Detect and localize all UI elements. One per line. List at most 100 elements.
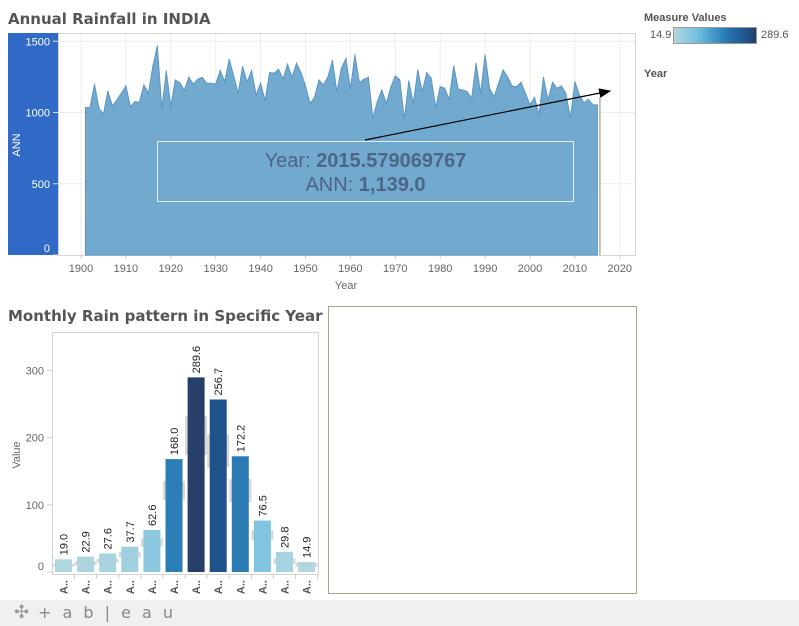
data-point bbox=[435, 106, 437, 108]
y-axis-title: Value bbox=[11, 441, 23, 468]
data-point bbox=[448, 98, 450, 100]
annual-chart-title: Annual Rainfall in INDIA bbox=[8, 10, 211, 28]
annotation-year-value: 2015.579069767 bbox=[316, 150, 467, 172]
data-point bbox=[102, 113, 105, 115]
y-tick-label: 100 bbox=[26, 500, 44, 512]
data-point bbox=[107, 90, 109, 92]
data-point bbox=[511, 85, 513, 87]
bar-value-label: 256.7 bbox=[213, 368, 225, 396]
data-point bbox=[111, 105, 114, 107]
data-point bbox=[277, 68, 280, 70]
data-point bbox=[430, 77, 432, 79]
data-point bbox=[592, 104, 594, 106]
data-point bbox=[282, 78, 284, 80]
data-point bbox=[340, 67, 343, 69]
bar bbox=[298, 561, 316, 572]
bar-value-label: 76.5 bbox=[257, 495, 269, 516]
data-point bbox=[336, 91, 338, 93]
data-point bbox=[587, 98, 589, 100]
bar bbox=[121, 546, 139, 572]
data-point bbox=[484, 54, 486, 56]
data-point bbox=[471, 97, 473, 99]
data-point bbox=[466, 91, 468, 93]
bar-value-label: 62.6 bbox=[147, 505, 159, 526]
data-point bbox=[453, 65, 455, 67]
bar bbox=[231, 456, 249, 572]
data-point bbox=[596, 104, 598, 106]
y-tick-label: 500 bbox=[32, 179, 50, 191]
data-point bbox=[224, 81, 226, 83]
y-tick-label: 1500 bbox=[26, 36, 50, 48]
y-axis-band bbox=[8, 33, 58, 255]
data-point bbox=[506, 76, 509, 78]
data-point bbox=[529, 104, 531, 106]
data-point bbox=[358, 82, 360, 84]
bar bbox=[165, 459, 183, 572]
data-point bbox=[542, 76, 545, 78]
data-point bbox=[439, 86, 441, 88]
x-tick-label: 1970 bbox=[383, 263, 407, 275]
data-point bbox=[268, 72, 271, 74]
data-point bbox=[273, 72, 275, 74]
data-point bbox=[84, 107, 87, 109]
y-tick-label: 300 bbox=[26, 365, 44, 377]
x-tick-label: A.. bbox=[257, 580, 269, 594]
x-tick-label: A.. bbox=[81, 580, 93, 594]
bar bbox=[187, 377, 205, 572]
data-point bbox=[286, 63, 289, 65]
monthly-rain-chart[interactable]: 0 100 200 300 Value 19.0 A.. 22.9 A.. 27.6 A.. 37.7… bbox=[0, 0, 330, 600]
y-axis-title: ANN bbox=[11, 133, 23, 156]
data-point bbox=[210, 82, 212, 84]
y-tick-label: 1000 bbox=[26, 108, 50, 120]
data-point bbox=[538, 113, 540, 115]
data-point bbox=[515, 86, 518, 88]
x-axis-title: Year bbox=[335, 280, 358, 292]
data-point bbox=[246, 81, 248, 83]
data-point bbox=[125, 85, 127, 87]
bar bbox=[253, 520, 271, 572]
bar-value-label: 19.0 bbox=[59, 534, 71, 555]
annotation-arrow bbox=[364, 88, 612, 141]
x-tick-label: A.. bbox=[302, 580, 314, 594]
data-point bbox=[493, 96, 495, 98]
x-tick-label: 1920 bbox=[159, 263, 183, 275]
data-point bbox=[313, 96, 316, 98]
data-point bbox=[219, 70, 221, 72]
data-point bbox=[480, 92, 482, 95]
data-point bbox=[560, 85, 563, 87]
data-point bbox=[497, 82, 500, 84]
x-tick-label: A.. bbox=[280, 580, 292, 594]
bar bbox=[55, 559, 72, 572]
x-tick-label: A.. bbox=[235, 580, 247, 594]
annual-rainfall-chart[interactable]: 1900 1910 1920 1930 1940 1950 1960 1970 1980 1990… bbox=[0, 0, 640, 300]
data-point bbox=[547, 99, 549, 101]
data-point bbox=[179, 82, 181, 84]
monthly-chart-title: Monthly Rain pattern in Specific Year bbox=[8, 307, 323, 325]
data-point bbox=[551, 81, 554, 83]
x-tick-label: A.. bbox=[191, 580, 203, 594]
x-tick-label: 2000 bbox=[518, 263, 542, 275]
footer-bar: ✣ + a b | e a u bbox=[0, 600, 799, 626]
data-point bbox=[502, 69, 504, 71]
data-point bbox=[403, 118, 405, 120]
data-point bbox=[390, 86, 392, 88]
annotation-ann-label: ANN: bbox=[305, 174, 359, 196]
data-point bbox=[372, 117, 374, 119]
data-point bbox=[488, 87, 491, 89]
data-point bbox=[255, 94, 257, 96]
x-tick-label: 1910 bbox=[114, 263, 138, 275]
data-point bbox=[242, 66, 244, 68]
data-point bbox=[583, 102, 585, 104]
x-tick-label: A.. bbox=[125, 580, 137, 594]
data-point bbox=[264, 100, 266, 102]
bar-value-label: 27.6 bbox=[103, 528, 115, 549]
data-point bbox=[309, 102, 311, 104]
data-point bbox=[349, 88, 351, 90]
y-tick-label: 0 bbox=[38, 561, 44, 573]
data-point bbox=[228, 58, 230, 60]
data-point bbox=[174, 79, 176, 81]
bar-value-label: 14.9 bbox=[302, 537, 314, 558]
data-point bbox=[408, 80, 410, 82]
tableau-logo[interactable]: + a b | e a u bbox=[38, 603, 177, 622]
x-tick-label: 1990 bbox=[473, 263, 497, 275]
